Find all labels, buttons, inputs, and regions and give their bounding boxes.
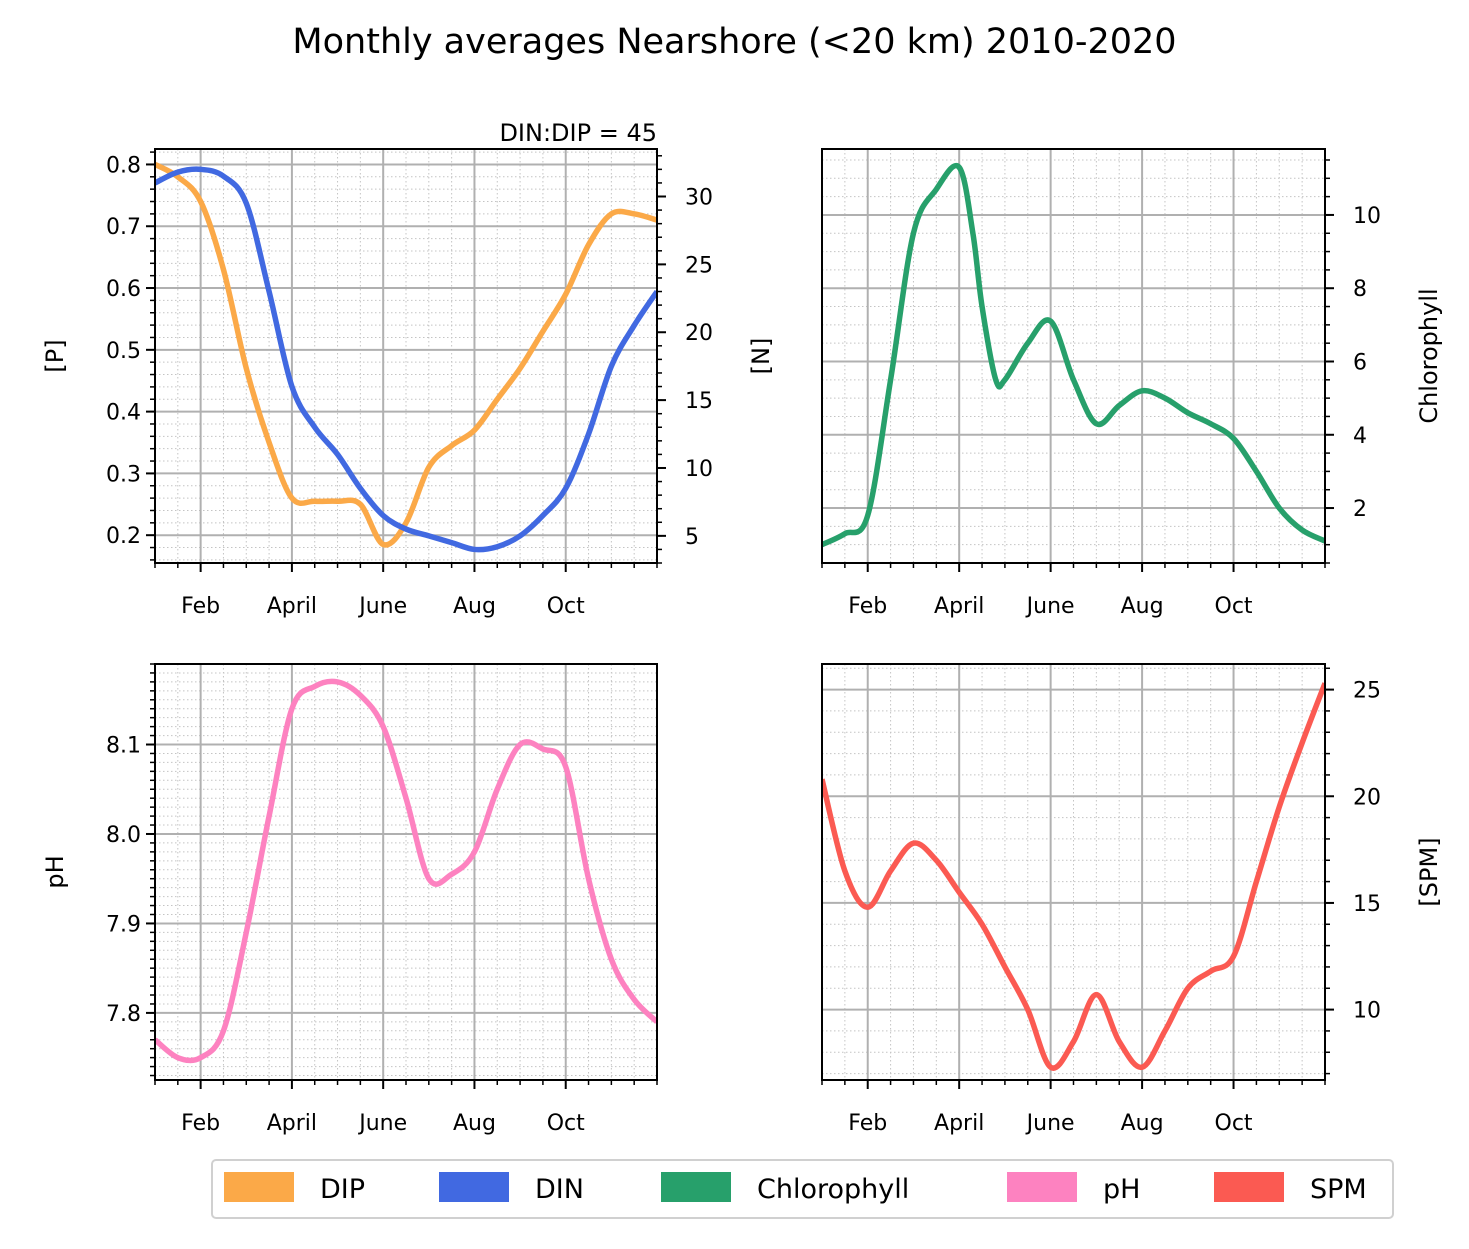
panel-bottom-left: Feb April June Aug Oct 7.8 7.9 8.0 8.1 pH: [41, 663, 658, 1136]
y-tick-label-left: 0.6: [106, 277, 141, 302]
y-tick-label-right: 20: [1353, 785, 1381, 810]
x-tick-label: June: [1025, 1111, 1075, 1136]
x-tick-label: June: [357, 594, 407, 619]
figure-title: Monthly averages Nearshore (<20 km) 2010…: [292, 22, 1177, 62]
y-tick-label-left: 7.8: [106, 1002, 141, 1027]
legend-swatch: [439, 1172, 509, 1202]
series-line-ph: [155, 678, 657, 1064]
axes-frame: [154, 148, 658, 564]
legend-item-din: DIN: [439, 1172, 584, 1205]
x-tick-label: June: [1025, 594, 1075, 619]
x-tick-label: Feb: [848, 594, 887, 619]
x-tick-label: April: [267, 1111, 317, 1136]
legend-item-chlorophyll: Chlorophyll: [661, 1172, 909, 1205]
minor-grid: [821, 664, 1326, 1080]
x-tick-label: Oct: [547, 594, 585, 619]
y-tick-label-right: 25: [1353, 679, 1381, 704]
panel-annotation: DIN:DIP = 45: [499, 119, 657, 147]
x-tick-label: Oct: [547, 1111, 585, 1136]
panel-top-right: Feb April June Aug Oct 2 4 6 8 10 Chlorophyll: [821, 148, 1443, 619]
x-tick-label: Aug: [453, 1111, 496, 1136]
y-tick-label-left: 0.3: [106, 462, 141, 487]
y-tick-label-right: 5: [685, 525, 699, 550]
panel-top-left: Feb April June Aug Oct 0.2 0.3 0.4 0.5 0.6 0.7 0.8 […: [41, 119, 775, 619]
legend: DIP DIN Chlorophyll pH SPM: [211, 1159, 1394, 1219]
minor-grid: [154, 149, 658, 563]
y-tick-label-left: 0.2: [106, 524, 141, 549]
legend-label: Chlorophyll: [757, 1174, 909, 1205]
major-grid: [822, 664, 1325, 1080]
y-tick-label-left: 0.4: [106, 401, 141, 426]
y-tick-label-right: 10: [1353, 204, 1381, 229]
y-tick-label-right: 8: [1353, 277, 1367, 302]
y-tick-label-left: 0.8: [106, 153, 141, 178]
x-tick-label: Feb: [848, 1111, 887, 1136]
y-axis-label-left: [P]: [41, 339, 69, 372]
y-tick-label-right: 30: [685, 186, 713, 211]
minor-grid: [821, 149, 1326, 564]
x-tick-label: Aug: [453, 594, 496, 619]
y-tick-label-right: 2: [1353, 497, 1367, 522]
y-tick-label-right: 10: [1353, 999, 1381, 1024]
y-tick-label-left: 0.5: [106, 339, 141, 364]
y-tick-label-right: 6: [1353, 350, 1367, 375]
major-grid: [822, 149, 1325, 563]
series-line-spm: [822, 682, 1325, 1071]
axes-frame: [821, 148, 1326, 564]
legend-swatch: [1214, 1172, 1284, 1202]
x-tick-label: Aug: [1121, 594, 1164, 619]
legend-item-spm: SPM: [1214, 1172, 1367, 1205]
legend-swatch: [661, 1172, 731, 1202]
panel-bottom-right: Feb April June Aug Oct 10 15 20 25 [SPM]: [821, 663, 1443, 1136]
legend-item-ph: pH: [1007, 1172, 1140, 1205]
y-tick-label-right: 20: [685, 321, 713, 346]
y-axis-label-left: pH: [41, 855, 69, 888]
y-tick-label-left: 0.7: [106, 215, 141, 240]
y-tick-label-left: 8.1: [106, 734, 141, 759]
y-tick-label-right: 4: [1353, 424, 1367, 449]
y-tick-label-right: 15: [1353, 892, 1381, 917]
x-tick-label: Feb: [181, 1111, 220, 1136]
x-tick-label: Oct: [1215, 1111, 1253, 1136]
y-tick-label-left: 7.9: [106, 912, 141, 937]
y-tick-label-right: 25: [685, 253, 713, 278]
y-axis-label-right: Chlorophyll: [1415, 288, 1443, 423]
legend-label: SPM: [1310, 1174, 1367, 1205]
y-tick-label-right: 10: [685, 457, 713, 482]
y-axis-label-right: [N]: [747, 338, 775, 375]
x-tick-label: Feb: [181, 594, 220, 619]
y-tick-label-right: 15: [685, 389, 713, 414]
x-tick-label: April: [267, 594, 317, 619]
x-tick-label: Oct: [1215, 594, 1253, 619]
x-tick-label: June: [357, 1111, 407, 1136]
series-line-chlorophyll: [822, 162, 1325, 548]
legend-label: DIN: [535, 1174, 584, 1205]
legend-item-dip: DIP: [224, 1172, 365, 1205]
x-tick-label: April: [934, 594, 984, 619]
legend-label: DIP: [320, 1174, 365, 1205]
legend-swatch: [1007, 1172, 1077, 1202]
x-tick-label: Aug: [1121, 1111, 1164, 1136]
x-tick-label: April: [934, 1111, 984, 1136]
y-tick-label-left: 8.0: [106, 823, 141, 848]
series-line-din: [155, 166, 657, 553]
legend-swatch: [224, 1172, 294, 1202]
legend-label: pH: [1103, 1174, 1140, 1205]
y-axis-label-right: [SPM]: [1415, 837, 1443, 906]
major-grid: [155, 149, 657, 563]
